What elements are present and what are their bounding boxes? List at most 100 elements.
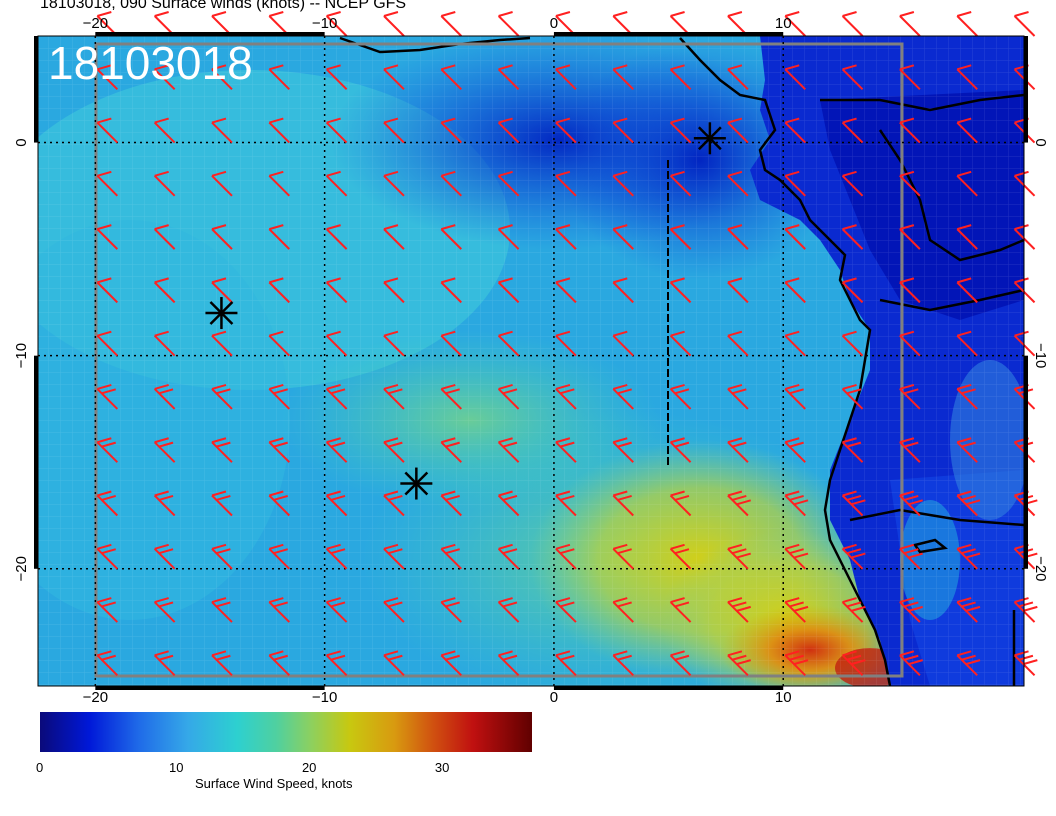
bottom-lon-label: −20 [83,689,108,706]
wind-barb [325,170,348,197]
wind-barb [899,437,921,463]
wind-barb [956,650,981,677]
wind-barb [784,597,809,623]
wind-barb [956,597,981,623]
wind-barb [784,11,806,37]
wind-barb [612,330,634,357]
wind-barb [899,224,921,250]
wind-barb [784,224,806,250]
wind-barb [383,170,405,197]
wind-barb [784,650,809,677]
wind-barb [440,543,462,570]
wind-speed-field [38,36,1024,686]
wind-barb [899,597,923,623]
wind-barb [440,330,462,357]
wind-barb [153,117,176,144]
wind-barb [325,650,348,677]
wind-barb [899,170,921,197]
wind-barb [956,170,978,197]
wind-barb [497,437,520,463]
wind-barb [268,277,291,304]
wind-barb [784,170,806,197]
left-lat-label: −10 [13,343,30,368]
wind-barb [956,543,981,570]
colorbar-label: Surface Wind Speed, knots [195,776,353,791]
wind-barb [841,490,866,517]
wind-barb [841,117,864,144]
wind-barb [96,543,119,570]
wind-barb [841,597,866,623]
top-lon-label: −10 [312,15,337,32]
wind-barb [497,597,520,623]
wind-barb [841,11,864,37]
wind-barb [325,277,348,304]
top-lon-label: 0 [550,15,558,32]
wind-barb [153,170,176,197]
wind-barb [325,330,348,357]
top-lon-label: 10 [775,15,792,32]
wind-barb [153,650,176,677]
wind-barb [555,543,577,570]
wind-barb [956,64,978,90]
wind-barb [555,64,577,90]
wind-barb [669,437,692,463]
wind-barb [211,437,233,463]
wind-barb [612,64,634,90]
wind-barb [727,277,749,304]
wind-barb [497,64,520,90]
wind-barb [1013,330,1036,357]
wind-barb [612,383,634,410]
wind-barb [325,597,348,623]
star-marker [693,122,726,155]
wind-barb [555,597,577,623]
bottom-lon-label: 0 [550,689,558,706]
wind-barb [211,170,233,197]
wind-barb [268,383,291,410]
wind-barb [211,490,233,517]
wind-barb [555,383,577,410]
wind-barb [669,597,692,623]
frame-bar [553,32,784,36]
right-lat-label: −20 [1032,556,1049,581]
wind-barb [211,330,233,357]
wind-barb [383,437,405,463]
wind-barb [440,437,462,463]
wind-barb [899,277,921,304]
wind-barb [497,11,520,37]
wind-barbs [96,11,1038,677]
wind-barb [841,437,864,463]
wind-barb [153,597,176,623]
colorbar-tick: 0 [36,760,44,775]
wind-barb [268,117,291,144]
wind-barb [727,490,751,517]
axis-labels: −20 −10 0 10 −20 −10 0 10 0 −10 −20 0 −10 −20 [13,15,1049,706]
wind-barb [325,490,348,517]
wind-barb [956,11,978,37]
wind-barb [268,170,291,197]
wind-barb [153,64,176,90]
wind-barb [497,117,520,144]
wind-barb [383,543,405,570]
wind-barb [211,383,233,410]
frame-bar [553,686,784,690]
wind-barb [1013,224,1036,250]
frame-bar [34,355,38,569]
wind-barb [612,597,634,623]
wind-barb [211,224,233,250]
wind-barb [383,11,405,37]
wind-barb [440,11,462,37]
wind-barb [325,383,348,410]
station-markers [205,122,726,500]
wind-barb [899,650,923,677]
wind-barb [784,330,806,357]
wind-barb [899,543,923,570]
wind-barb [555,330,577,357]
wind-barb [784,117,806,144]
star-marker [400,467,433,500]
wind-barb [612,543,634,570]
wind-barb [727,170,749,197]
frame-bar [1024,355,1028,569]
wind-barb [1013,277,1036,304]
wind-barb [268,330,291,357]
